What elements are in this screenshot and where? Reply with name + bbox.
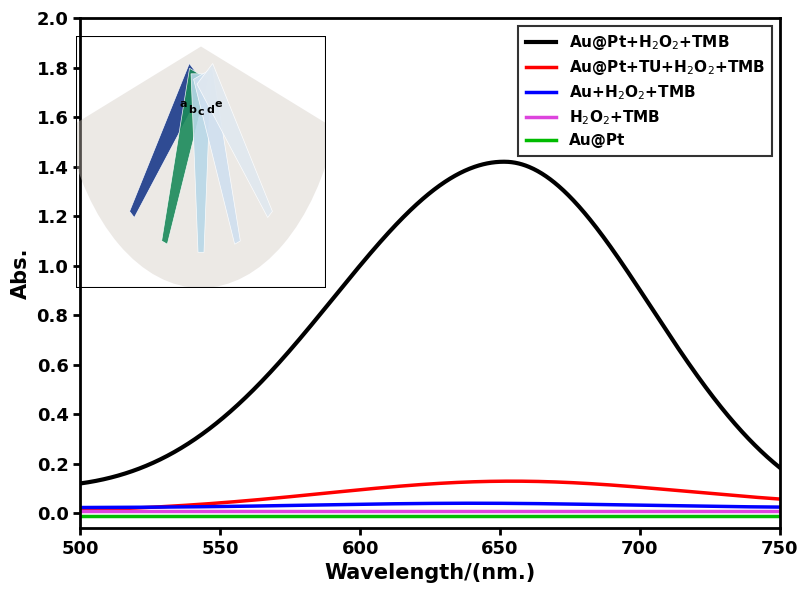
X-axis label: Wavelength/(nm.): Wavelength/(nm.) bbox=[324, 563, 535, 583]
Text: e: e bbox=[214, 98, 222, 109]
Text: c: c bbox=[198, 107, 204, 116]
Text: d: d bbox=[206, 104, 214, 115]
Polygon shape bbox=[191, 74, 210, 252]
Bar bbox=[76, 36, 325, 288]
Polygon shape bbox=[129, 64, 205, 218]
Polygon shape bbox=[161, 68, 208, 244]
Polygon shape bbox=[197, 64, 272, 218]
Legend: Au@Pt+H$_2$O$_2$+TMB, Au@Pt+TU+H$_2$O$_2$+TMB, Au+H$_2$O$_2$+TMB, H$_2$O$_2$+TMB: Au@Pt+H$_2$O$_2$+TMB, Au@Pt+TU+H$_2$O$_2… bbox=[517, 26, 771, 156]
Text: a: a bbox=[179, 98, 187, 109]
Y-axis label: Abs.: Abs. bbox=[11, 247, 31, 299]
Polygon shape bbox=[194, 68, 240, 244]
Wedge shape bbox=[66, 46, 336, 288]
Text: b: b bbox=[187, 104, 195, 115]
